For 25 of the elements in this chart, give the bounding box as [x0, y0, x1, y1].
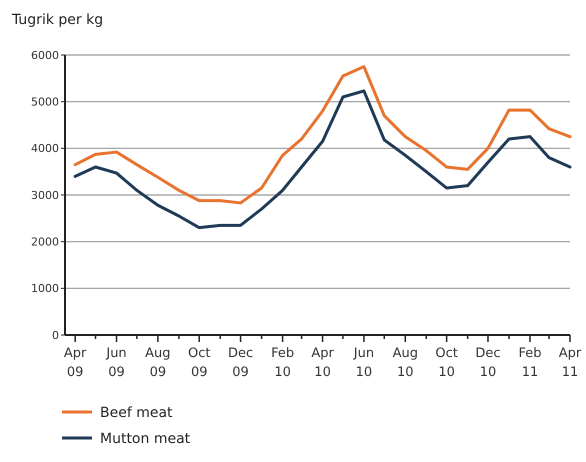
x-tick-label: Apr 10: [311, 346, 334, 380]
x-tick-label: Aug 09: [145, 346, 171, 380]
x-tick-label: Aug 10: [392, 346, 418, 380]
y-tick-label: 5000: [31, 96, 59, 109]
x-tick-label: Oct 10: [435, 346, 458, 380]
x-tick-label: Dec 10: [475, 346, 501, 380]
legend-label: Beef meat: [100, 404, 174, 421]
y-tick-label: 4000: [31, 142, 59, 156]
legend-label: Mutton meat: [100, 430, 191, 447]
y-tick-label: 0: [52, 328, 59, 342]
line-series: [74, 89, 572, 230]
line-series: [74, 65, 572, 204]
x-tick-label: Apr 11: [558, 346, 582, 380]
x-tick-label: Jun 09: [105, 346, 127, 380]
y-tick-label: 1000: [31, 282, 59, 296]
x-tick-label: Jun 10: [352, 346, 374, 380]
y-tick-label: 6000: [31, 48, 59, 62]
y-axis-title: Tugrik per kg: [11, 12, 104, 28]
y-tick-label: 2000: [31, 236, 59, 249]
x-tick-label: Oct 09: [188, 346, 210, 380]
y-tick-label: 3000: [31, 188, 59, 202]
x-tick-label: Dec 09: [228, 346, 254, 380]
x-tick-label: Feb 11: [518, 346, 542, 380]
x-tick-label: Feb 10: [271, 346, 294, 380]
x-tick-label: Apr 09: [64, 346, 88, 380]
